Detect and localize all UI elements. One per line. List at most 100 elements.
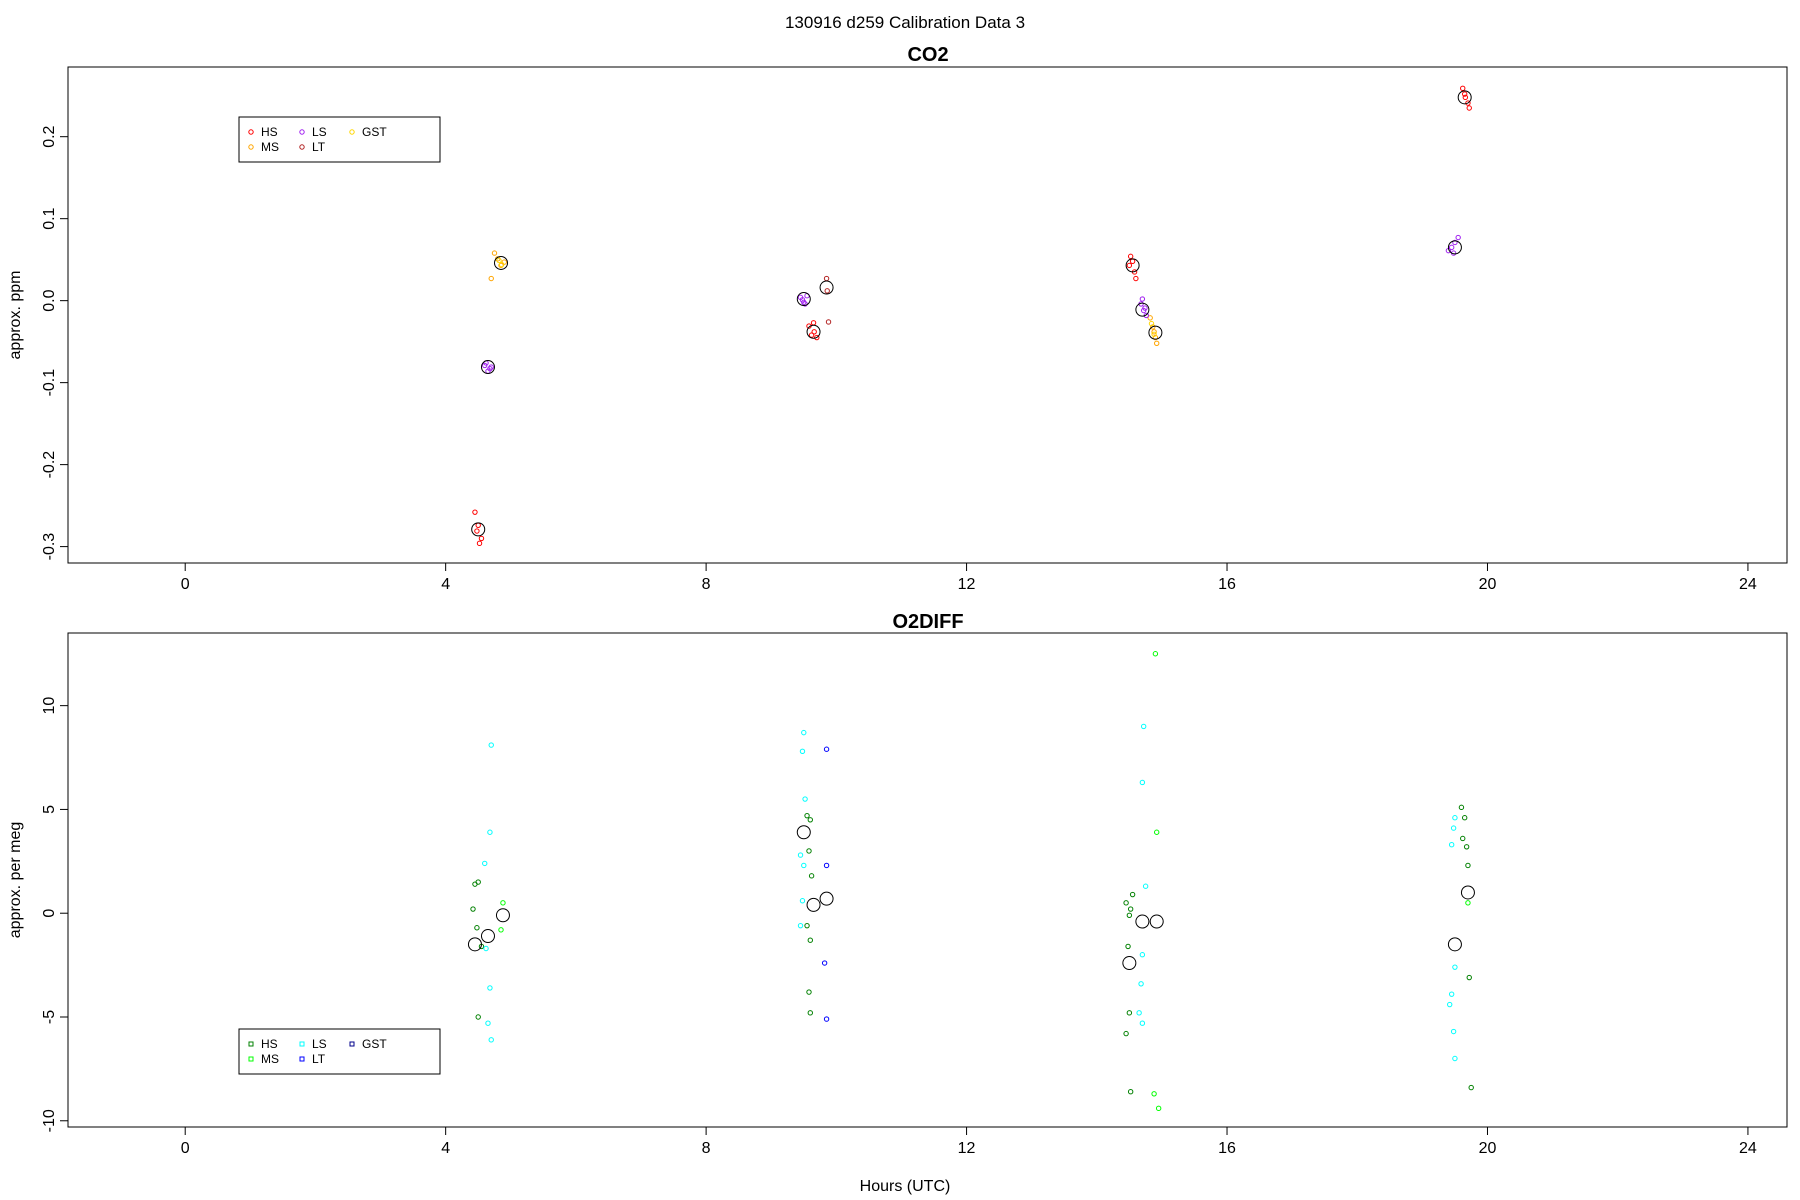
o2diff-point-ls — [487, 829, 493, 835]
o2diff-point-hs — [1125, 943, 1131, 950]
o2diff-mean-marker — [806, 897, 821, 912]
co2-mean-marker — [819, 280, 834, 295]
co2-point-hs — [814, 334, 820, 341]
o2diff-point-ls — [801, 729, 807, 736]
co2-point-hs — [474, 528, 480, 534]
o2diff-point-hs — [1460, 835, 1466, 842]
o2diff-y-axis-label: approx. per meg — [7, 822, 24, 939]
co2-point-gst — [496, 257, 502, 264]
co2-legend-marker-ms — [248, 144, 254, 150]
co2-mean-marker — [1457, 90, 1472, 105]
o2diff-point-ls — [1447, 1001, 1453, 1008]
o2diff-x-tick-label: 12 — [958, 1140, 976, 1157]
o2diff-point-ls — [1450, 1028, 1457, 1035]
o2diff-y-tick-label: 0 — [41, 909, 58, 918]
co2-points — [472, 85, 1472, 547]
o2diff-mean-marker — [819, 891, 834, 906]
co2-point-hs — [1465, 100, 1471, 106]
co2-point-ls — [1142, 305, 1148, 311]
co2-x-tick-label: 20 — [1479, 576, 1497, 593]
o2diff-point-ms — [1154, 829, 1160, 835]
o2diff-x-tick-label: 24 — [1739, 1140, 1757, 1157]
o2diff-point-hs — [475, 879, 481, 885]
co2-y-tick-label: 0.2 — [41, 125, 58, 147]
co2-legend-box — [238, 116, 441, 163]
o2diff-point-ls — [1139, 952, 1146, 958]
co2-mean-marker — [1148, 325, 1163, 340]
o2diff-mean-marker — [495, 908, 510, 923]
co2-y-tick-label: 0.1 — [41, 207, 58, 229]
o2diff-point-ls — [1136, 1010, 1142, 1016]
co2-legend-marker-lt — [299, 144, 305, 150]
o2diff-legend-box — [238, 1028, 441, 1075]
co2-point-ls — [1143, 312, 1149, 319]
co2-mean-marker — [1135, 302, 1150, 317]
o2diff-legend-label-hs: HS — [261, 1037, 278, 1051]
co2-mean-marker — [480, 360, 495, 375]
o2diff-x-tick-label: 4 — [441, 1140, 450, 1157]
co2-point-hs — [475, 522, 481, 528]
co2-x-tick-label: 12 — [958, 576, 976, 593]
o2diff-point-ms — [500, 900, 506, 906]
co2-point-gst — [498, 261, 505, 268]
o2diff-point-ls — [1450, 825, 1457, 831]
o2diff-point-ls — [1452, 815, 1458, 821]
o2diff-point-hs — [1129, 891, 1136, 898]
co2-y-axis-label: approx. ppm — [7, 271, 24, 360]
co2-point-hs — [472, 509, 478, 515]
co2-point-ls — [1452, 239, 1458, 246]
o2diff-point-lt — [823, 746, 830, 752]
co2-legend-label-ms: MS — [261, 140, 279, 154]
o2diff-point-hs — [807, 817, 813, 823]
co2-point-ms — [488, 275, 494, 282]
o2diff-point-ls — [487, 985, 493, 991]
co2-legend-marker-ls — [299, 129, 305, 135]
o2diff-point-ls — [797, 852, 804, 858]
o2diff-point-hs — [1123, 900, 1129, 906]
o2diff-legend-marker-ls — [299, 1041, 305, 1047]
co2-point-hs — [1126, 262, 1133, 269]
co2-legend-label-lt: LT — [312, 140, 326, 154]
co2-y-tick-label: -0.1 — [41, 369, 58, 397]
o2diff-point-lt — [823, 1016, 830, 1022]
co2-mean-marker — [471, 522, 486, 537]
o2diff-point-hs — [806, 989, 812, 995]
o2diff-point-hs — [1468, 1084, 1474, 1091]
co2-point-gst — [1148, 320, 1155, 327]
o2diff-legend-label-gst: GST — [362, 1037, 387, 1051]
co2-point-lt — [825, 319, 832, 325]
co2-point-ms — [1154, 340, 1160, 346]
o2diff-means — [467, 825, 1475, 971]
o2diff-mean-marker — [1122, 956, 1137, 971]
co2-point-gst — [1151, 331, 1157, 337]
co2-point-hs — [808, 332, 815, 338]
co2-mean-marker — [796, 292, 811, 307]
co2-point-ms — [1147, 315, 1153, 321]
co2-mean-marker — [1125, 258, 1140, 273]
o2diff-x-tick-label: 0 — [181, 1140, 190, 1157]
o2diff-point-ms — [1152, 651, 1159, 657]
o2diff-x-ticks: 0 4 8 12 16 20 24 — [181, 1126, 1757, 1157]
o2diff-point-lt — [821, 960, 828, 966]
co2-point-hs — [811, 329, 817, 335]
o2diff-y-tick-label: 5 — [41, 805, 58, 814]
o2diff-legend-marker-gst — [349, 1041, 355, 1047]
co2-point-lt — [824, 288, 830, 294]
co2-point-hs — [1462, 94, 1469, 101]
co2-legend-label-gst: GST — [362, 125, 387, 139]
o2diff-point-ls — [1139, 1020, 1146, 1026]
o2diff-point-ls — [799, 748, 806, 755]
co2-point-ls — [487, 365, 493, 372]
o2diff-point-ls — [488, 1037, 494, 1043]
o2diff-point-ls — [482, 860, 488, 867]
co2-point-ms — [498, 262, 504, 269]
co2-panel: CO2 approx. ppm -0.3 -0.2 -0.1 0.0 0.1 0.2 0 4… — [7, 44, 1788, 593]
o2diff-point-hs — [470, 906, 476, 912]
o2diff-point-hs — [804, 812, 810, 819]
o2diff-mean-marker — [467, 937, 482, 952]
o2diff-mean-marker — [1135, 914, 1150, 929]
co2-point-hs — [476, 540, 483, 547]
